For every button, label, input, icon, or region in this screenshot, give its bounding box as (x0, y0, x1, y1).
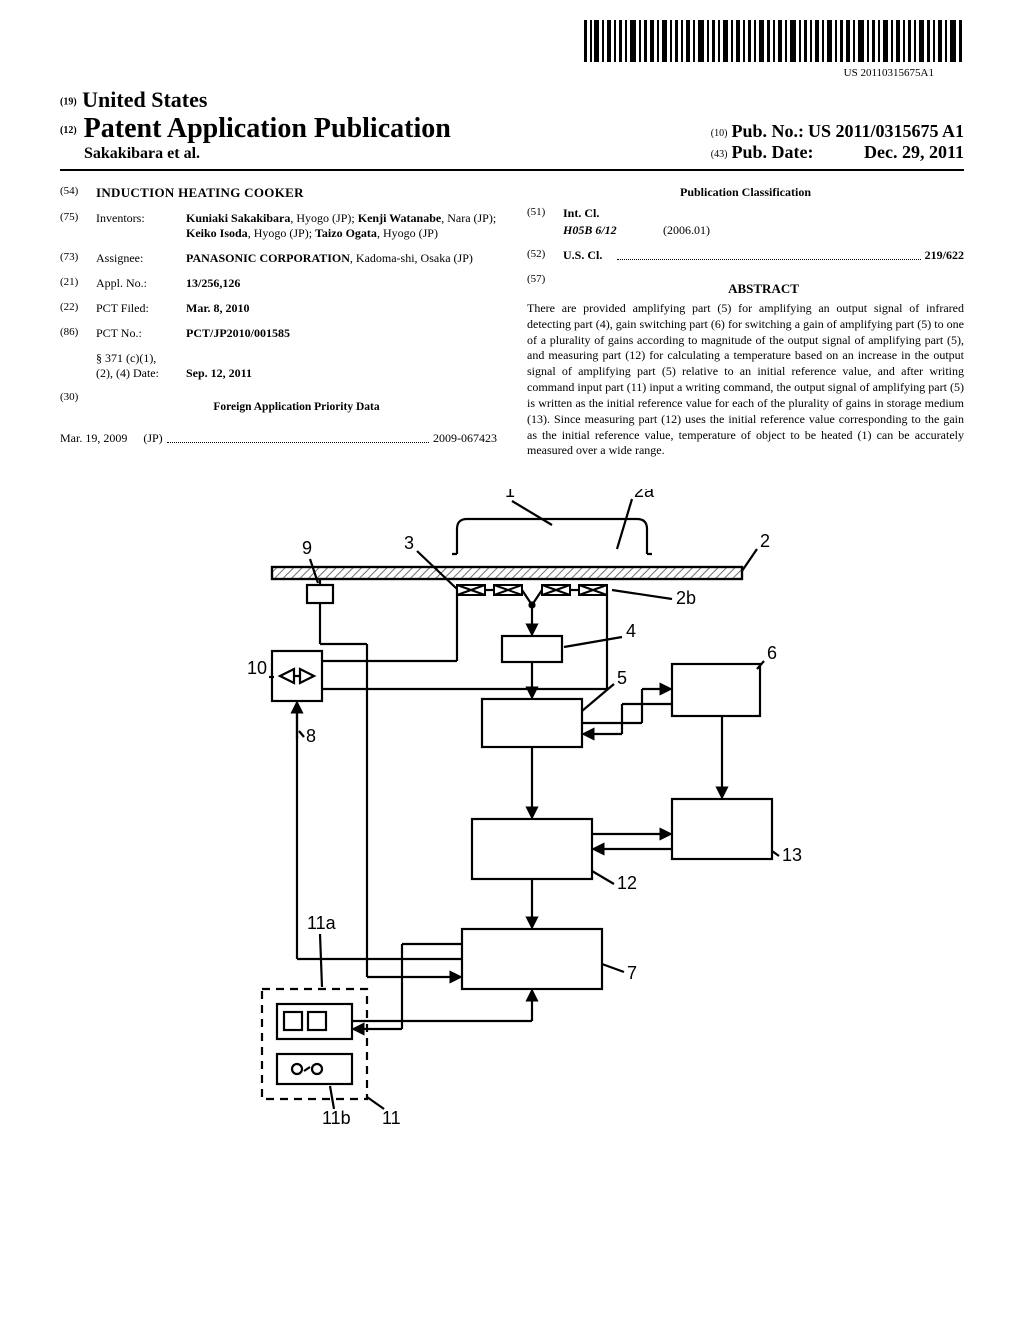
pctno-label: PCT No.: (96, 326, 186, 341)
intcl-class: H05B 6/12 (563, 223, 663, 238)
fig-label-9: 9 (302, 538, 312, 558)
fig-label-6: 6 (767, 643, 777, 663)
pubno-value: US 2011/0315675 A1 (808, 121, 964, 141)
code-10: (10) (711, 128, 728, 139)
header-block: (19) United States (12) Patent Applicati… (60, 87, 964, 163)
fig-label-3: 3 (404, 533, 414, 553)
barcode-graphic (584, 20, 964, 62)
priority-number: 2009-067423 (433, 431, 497, 446)
assignee-content: PANASONIC CORPORATION, Kadoma-shi, Osaka… (186, 251, 497, 266)
code-12: (12) (60, 125, 77, 136)
code-75: (75) (60, 211, 96, 241)
authors-line: Sakakibara et al. (84, 145, 451, 163)
code-21: (21) (60, 276, 96, 291)
code-22: (22) (60, 301, 96, 316)
fig-label-11b: 11b (322, 1108, 351, 1128)
code-86: (86) (60, 326, 96, 341)
abstract-body: There are provided amplifying part (5) f… (527, 301, 964, 459)
applno-label: Appl. No.: (96, 276, 186, 291)
code-19: (19) (60, 96, 77, 107)
s371-label: § 371 (c)(1), (2), (4) Date: (96, 351, 186, 381)
pubno-label: Pub. No.: (731, 121, 804, 141)
fig-label-12: 12 (617, 873, 637, 893)
code-73: (73) (60, 251, 96, 266)
pub-title-text: Patent Application Publication (84, 113, 451, 144)
nation-text: United States (82, 87, 207, 112)
code-43: (43) (711, 149, 728, 160)
fig-label-2: 2 (760, 531, 770, 551)
pctno-value: PCT/JP2010/001585 (186, 326, 497, 341)
fig-label-8: 8 (306, 726, 316, 746)
code-51: (51) (527, 206, 563, 221)
figure-area: 1 2a 2 2b 3 (60, 489, 964, 1129)
pctfiled-label: PCT Filed: (96, 301, 186, 316)
fig-label-5: 5 (617, 668, 627, 688)
pubdate-label: Pub. Date: (731, 142, 813, 162)
right-column: Publication Classification (51) Int. Cl.… (527, 185, 964, 459)
patent-figure: 1 2a 2 2b 3 (202, 489, 822, 1129)
pubdate-value: Dec. 29, 2011 (864, 142, 964, 163)
fig-label-11: 11 (382, 1108, 401, 1128)
code-57: (57) (527, 273, 563, 301)
invention-title: INDUCTION HEATING COOKER (96, 185, 304, 201)
fig-label-2b: 2b (676, 588, 696, 608)
barcode-number: US 20110315675A1 (60, 67, 934, 79)
header-divider (60, 169, 964, 171)
fig-label-10: 10 (247, 658, 267, 678)
inventors-label: Inventors: (96, 211, 186, 241)
intcl-label: Int. Cl. (563, 206, 599, 221)
fig-label-13: 13 (782, 845, 802, 865)
s371-value: Sep. 12, 2011 (186, 366, 497, 381)
fig-label-1: 1 (505, 489, 515, 501)
abstract-title: ABSTRACT (563, 281, 964, 297)
intcl-year: (2006.01) (663, 223, 710, 238)
barcode-area: US 20110315675A1 (60, 20, 964, 79)
assignee-label: Assignee: (96, 251, 186, 266)
code-54: (54) (60, 185, 96, 201)
uscl-label: U.S. Cl. (563, 248, 613, 263)
pubclass-title: Publication Classification (527, 185, 964, 200)
fig-label-2a: 2a (634, 489, 655, 501)
fig-label-7: 7 (627, 963, 637, 983)
fap-title: Foreign Application Priority Data (96, 401, 497, 413)
left-column: (54) INDUCTION HEATING COOKER (75) Inven… (60, 185, 497, 459)
fig-label-4: 4 (626, 621, 636, 641)
code-52: (52) (527, 248, 563, 263)
priority-country: (JP) (143, 431, 162, 446)
priority-date: Mar. 19, 2009 (60, 431, 127, 446)
pctfiled-value: Mar. 8, 2010 (186, 301, 497, 316)
priority-row: Mar. 19, 2009 (JP) 2009-067423 (60, 431, 497, 446)
bibliographic-columns: (54) INDUCTION HEATING COOKER (75) Inven… (60, 185, 964, 459)
uscl-value: 219/622 (925, 248, 964, 263)
code-30: (30) (60, 391, 96, 421)
fig-label-11a: 11a (307, 913, 337, 933)
inventors-content: Kuniaki Sakakibara, Hyogo (JP); Kenji Wa… (186, 211, 497, 241)
applno-value: 13/256,126 (186, 276, 497, 291)
